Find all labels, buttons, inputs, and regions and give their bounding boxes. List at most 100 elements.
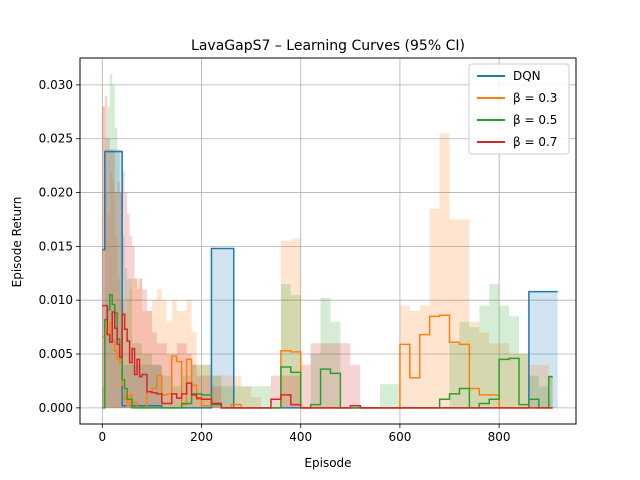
legend-box <box>468 63 570 155</box>
ci-band-0-5-3 <box>109 74 113 408</box>
ci-band-dqn-6 <box>211 248 234 408</box>
ci-band-0-7-16 <box>142 289 147 408</box>
ci-band-0-7-23 <box>176 343 182 408</box>
ci-band-0-5-43 <box>449 343 460 408</box>
ci-band-0-3-22 <box>181 310 187 408</box>
ci-band-0-7-28 <box>201 375 212 408</box>
x-tick-label-3: 600 <box>388 430 411 444</box>
ci-band-0-3-60 <box>538 364 549 408</box>
ci-band-0-7-39 <box>310 343 321 408</box>
ci-band-0-3-28 <box>221 375 232 408</box>
ci-band-0-5-4 <box>112 84 115 408</box>
y-tick-label-3: 0.015 <box>39 239 73 253</box>
ci-band-0-7-21 <box>166 354 172 408</box>
x-tick-label-4: 800 <box>488 430 511 444</box>
confidence-bands <box>102 74 558 408</box>
ci-band-0-3-50 <box>439 133 450 408</box>
ci-band-0-7-24 <box>181 343 187 408</box>
ci-band-0-7-3 <box>109 149 113 408</box>
ci-band-0-5-31 <box>330 321 341 408</box>
ci-band-0-7-40 <box>320 343 331 408</box>
ci-band-0-5-48 <box>499 305 510 408</box>
ci-band-0-5-29 <box>310 354 321 408</box>
ci-band-0-7-10 <box>127 214 130 408</box>
ci-band-0-7-0 <box>102 106 105 408</box>
ci-band-0-5-30 <box>320 298 331 408</box>
ci-band-0-3-51 <box>449 219 460 408</box>
ci-band-0-5-20 <box>221 386 232 408</box>
y-tick-label-5: 0.025 <box>39 132 73 146</box>
ci-band-0-7-5 <box>114 192 118 408</box>
ci-band-0-5-8 <box>122 235 125 408</box>
ci-band-0-7-14 <box>137 289 140 408</box>
ci-band-0-5-7 <box>119 192 123 408</box>
ci-band-0-7-18 <box>151 332 157 408</box>
ci-band-0-3-53 <box>469 321 480 408</box>
ci-band-0-3-17 <box>156 289 162 408</box>
ci-band-0-3-58 <box>518 354 529 408</box>
ci-band-0-5-19 <box>211 375 222 408</box>
ci-band-0-5-22 <box>241 386 252 408</box>
ci-band-0-3-1 <box>104 192 108 408</box>
ci-band-0-5-36 <box>380 384 390 408</box>
ci-band-0-7-42 <box>340 343 351 408</box>
ci-band-0-7-6 <box>117 181 120 408</box>
ci-band-0-7-29 <box>211 386 222 408</box>
ci-band-0-3-27 <box>211 375 222 408</box>
ci-band-0-3-23 <box>186 300 192 408</box>
ci-band-dqn-14 <box>553 291 558 408</box>
x-tick-label-0: 0 <box>98 430 106 444</box>
axes-frame <box>79 57 577 425</box>
ci-band-0-3-3 <box>109 171 113 408</box>
ci-band-0-7-7 <box>119 192 123 408</box>
y-tick-label-0: 0.000 <box>39 401 73 415</box>
ci-band-0-7-17 <box>146 310 152 408</box>
series-line-0-3 <box>102 314 553 409</box>
ci-band-0-3-11 <box>129 289 133 408</box>
y-axis-label: Episode Return <box>10 197 24 288</box>
ci-band-0-5-51 <box>528 375 539 408</box>
x-tick-label-2: 400 <box>289 430 312 444</box>
ci-band-0-7-2 <box>107 138 110 408</box>
ci-band-0-7-9 <box>124 192 128 408</box>
legend-label-beta-03: β = 0.3 <box>513 91 557 105</box>
ci-band-0-3-13 <box>137 278 142 408</box>
ci-band-0-5-14 <box>161 375 172 408</box>
legend-label-beta-05: β = 0.5 <box>513 113 557 127</box>
ci-band-dqn-0 <box>102 249 105 408</box>
ci-band-0-7-12 <box>132 246 135 408</box>
ci-band-0-3-24 <box>191 332 197 408</box>
ci-band-0-7-22 <box>171 354 177 408</box>
ci-band-0-7-1 <box>104 95 108 408</box>
ci-band-0-7-26 <box>191 364 197 408</box>
ci-band-0-3-7 <box>119 300 123 408</box>
ci-band-0-3-9 <box>124 310 128 408</box>
series-line-0-7 <box>102 304 553 409</box>
ci-band-0-3-25 <box>196 364 202 408</box>
x-axis-ticks: 0 200 400 600 800 <box>98 424 511 444</box>
legend-label-beta-07: β = 0.7 <box>513 135 557 149</box>
ci-band-0-3-49 <box>429 208 440 408</box>
ci-band-0-5-26 <box>280 284 291 408</box>
ci-band-0-7-36 <box>280 375 291 408</box>
ci-band-0-7-4 <box>112 149 115 408</box>
ci-band-0-3-29 <box>231 375 242 408</box>
ci-band-0-3-5 <box>114 235 118 408</box>
ci-band-0-3-61 <box>548 375 553 408</box>
x-axis-label: Episode <box>304 456 351 470</box>
axes-border <box>79 57 577 425</box>
ci-band-0-3-30 <box>241 386 252 408</box>
ci-band-0-5-2 <box>107 106 110 408</box>
ci-band-0-5-9 <box>124 267 128 408</box>
ci-band-0-7-15 <box>139 278 142 408</box>
ci-band-0-5-5 <box>114 127 118 408</box>
ci-band-0-5-45 <box>469 327 480 408</box>
ci-band-0-7-20 <box>161 343 167 408</box>
legend-label-dqn: DQN <box>513 69 541 83</box>
ci-band-0-3-2 <box>107 214 110 408</box>
ci-band-0-5-53 <box>548 375 553 408</box>
ci-band-0-3-31 <box>251 397 262 408</box>
ci-band-0-3-57 <box>509 354 519 408</box>
ci-band-0-3-46 <box>399 305 410 408</box>
